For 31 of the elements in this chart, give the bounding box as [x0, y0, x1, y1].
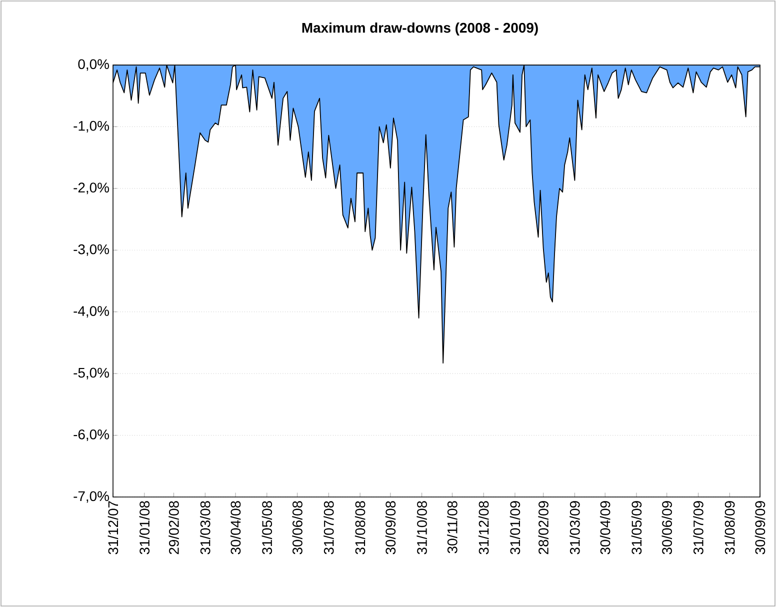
- x-tick-label: 31/12/07: [108, 501, 118, 554]
- x-tick-label: 31/12/08: [478, 501, 489, 554]
- x-tick-label: 31/07/08: [324, 501, 334, 554]
- y-tick-label: -4,0%: [74, 306, 109, 318]
- x-tick-label: 30/04/09: [600, 501, 610, 554]
- x-tick-label: 31/01/08: [139, 501, 150, 554]
- x-tick-label: 30/04/08: [230, 501, 241, 554]
- y-tick-label: 0,0%: [78, 59, 109, 71]
- x-tick-label: 31/07/09: [693, 501, 704, 554]
- x-tick-label: 30/11/08: [447, 501, 458, 554]
- x-tick-label: 30/06/09: [662, 501, 672, 554]
- y-tick-label: -3,0%: [74, 244, 109, 256]
- y-tick-label: -6,0%: [74, 430, 109, 442]
- chart-title: Maximum draw-downs (2008 - 2009): [302, 22, 538, 36]
- x-tick-label: 31/05/08: [262, 501, 272, 554]
- x-tick-label: 31/05/09: [631, 501, 642, 554]
- x-tick-label: 31/03/08: [200, 501, 210, 554]
- y-tick-label: -1,0%: [74, 120, 109, 132]
- x-tick-label: 29/02/08: [168, 501, 179, 554]
- y-tick-label: -2,0%: [74, 182, 109, 194]
- x-tick-label: 31/10/08: [416, 501, 427, 554]
- y-tick-label: -7,0%: [74, 491, 109, 503]
- x-tick-label: 30/06/08: [292, 501, 302, 554]
- x-tick-label: 31/08/08: [354, 501, 366, 554]
- x-tick-label: 30/09/08: [385, 501, 396, 554]
- x-tick-label: 31/01/09: [510, 501, 520, 554]
- x-tick-label: 31/03/09: [570, 501, 580, 554]
- x-tick-label: 31/08/09: [724, 501, 735, 554]
- x-tick-label: 28/02/09: [538, 501, 548, 554]
- y-tick-label: -5,0%: [74, 368, 109, 380]
- x-tick-label: 30/09/09: [754, 501, 766, 554]
